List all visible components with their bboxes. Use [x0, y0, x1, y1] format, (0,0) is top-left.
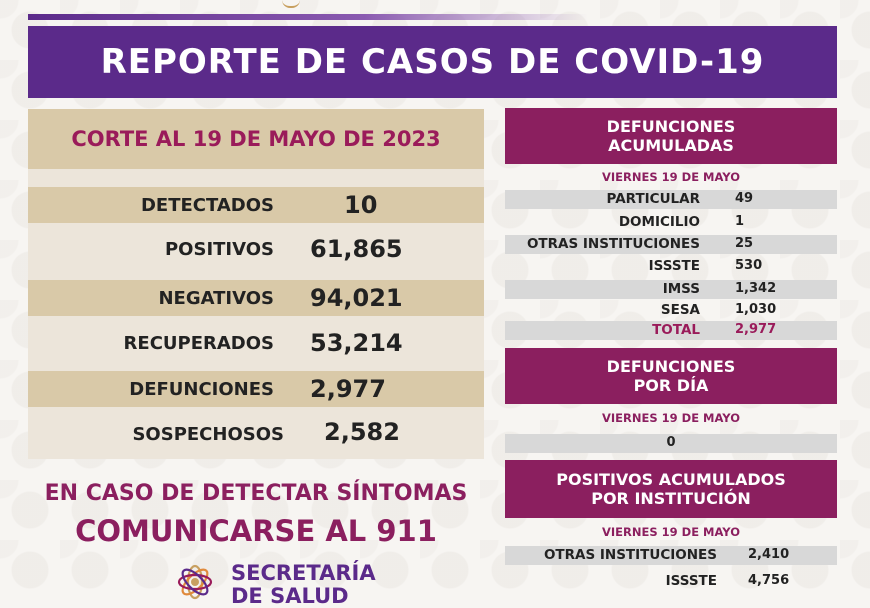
- row-label: OTRAS INSTITUCIONES: [543, 547, 717, 563]
- stat-value: 2,582: [324, 418, 400, 446]
- row-label: SESA: [660, 302, 700, 318]
- defunciones-por-dia-header: DEFUNCIONES POR DÍA: [505, 348, 837, 404]
- row-value: 25: [735, 236, 754, 251]
- row-label: ISSSTE: [648, 258, 700, 274]
- table-row: 0: [505, 434, 837, 453]
- header-line: DEFUNCIONES: [606, 117, 736, 136]
- cta-line1: EN CASO DE DETECTAR SÍNTOMAS: [44, 481, 468, 506]
- row-value: 0: [666, 435, 676, 450]
- stat-label: NEGATIVOS: [158, 287, 274, 309]
- stat-value: 2,977: [310, 375, 386, 403]
- stat-row-detectados: DETECTADOS 10: [28, 187, 484, 223]
- brand-line: DE SALUD: [231, 584, 349, 608]
- table-row: SESA 1,030: [505, 301, 837, 320]
- defunciones-por-dia-date: VIERNES 19 DE MAYO: [601, 411, 740, 425]
- stat-label: SOSPECHOSOS: [132, 423, 284, 445]
- stat-label: POSITIVOS: [164, 238, 274, 260]
- header-line: POR INSTITUCIÓN: [591, 489, 751, 508]
- header-line: ACUMULADAS: [608, 136, 734, 155]
- row-value: 49: [735, 191, 754, 206]
- table-row-total: TOTAL 2,977: [505, 321, 837, 340]
- header-line: POR DÍA: [633, 376, 709, 395]
- stat-row-sospechosos: SOSPECHOSOS 2,582: [28, 416, 484, 452]
- stat-label: DEFUNCIONES: [129, 378, 274, 400]
- stat-row-positivos: POSITIVOS 61,865: [28, 231, 484, 267]
- stat-row-negativos: NEGATIVOS 94,021: [28, 280, 484, 316]
- stat-value: 94,021: [310, 284, 403, 312]
- table-row: IMSS 1,342: [505, 280, 837, 299]
- stat-label: DETECTADOS: [140, 194, 274, 216]
- summary-panel: CORTE AL 19 DE MAYO DE 2023 DETECTADOS 1…: [28, 109, 484, 459]
- table-row: OTRAS INSTITUCIONES 25: [505, 235, 837, 254]
- row-label: OTRAS INSTITUCIONES: [526, 236, 700, 252]
- row-label: ISSSTE: [665, 573, 717, 589]
- header-line: POSITIVOS ACUMULADOS: [556, 470, 786, 489]
- top-ornament-icon: [282, 0, 300, 8]
- table-row: ISSSTE 530: [505, 257, 837, 276]
- brand-name: SECRETARÍA DE SALUD: [231, 562, 376, 608]
- header-line: DEFUNCIONES: [606, 357, 736, 376]
- row-value: 1,030: [735, 302, 777, 317]
- stat-row-recuperados: RECUPERADOS 53,214: [28, 325, 484, 361]
- stat-value: 61,865: [310, 235, 403, 263]
- stat-value: 53,214: [310, 329, 403, 357]
- row-label: PARTICULAR: [606, 191, 700, 207]
- stat-value: 10: [344, 191, 378, 219]
- stat-row-defunciones: DEFUNCIONES 2,977: [28, 371, 484, 407]
- row-label: DOMICILIO: [618, 214, 700, 230]
- top-decorative-strip: [28, 14, 588, 20]
- row-value: 530: [735, 258, 763, 273]
- row-value: 1: [735, 214, 745, 229]
- defunciones-acumuladas-header: DEFUNCIONES ACUMULADAS: [505, 108, 837, 164]
- positivos-acumulados-header: POSITIVOS ACUMULADOS POR INSTITUCIÓN: [505, 460, 837, 518]
- brand-line: SECRETARÍA: [231, 561, 376, 585]
- defunciones-acumuladas-date: VIERNES 19 DE MAYO: [601, 170, 740, 184]
- row-value: 1,342: [735, 281, 777, 296]
- table-row: DOMICILIO 1: [505, 213, 837, 232]
- row-value: 4,756: [748, 573, 790, 588]
- positivos-acumulados-date: VIERNES 19 DE MAYO: [601, 525, 740, 539]
- page-title: REPORTE DE CASOS DE COVID-19: [28, 26, 837, 98]
- row-value: 2,977: [735, 322, 777, 337]
- cutoff-date: CORTE AL 19 DE MAYO DE 2023: [28, 109, 484, 169]
- row-value: 2,410: [748, 547, 790, 562]
- cta-line2: COMUNICARSE AL 911: [75, 514, 437, 548]
- row-label: IMSS: [662, 281, 700, 297]
- row-label: TOTAL: [652, 322, 700, 338]
- secretaria-de-salud-flower-logo-icon: [177, 564, 213, 600]
- table-row: ISSSTE 4,756: [505, 572, 837, 591]
- table-row: OTRAS INSTITUCIONES 2,410: [505, 546, 837, 565]
- table-row: PARTICULAR 49: [505, 190, 837, 209]
- stat-label: RECUPERADOS: [123, 332, 274, 354]
